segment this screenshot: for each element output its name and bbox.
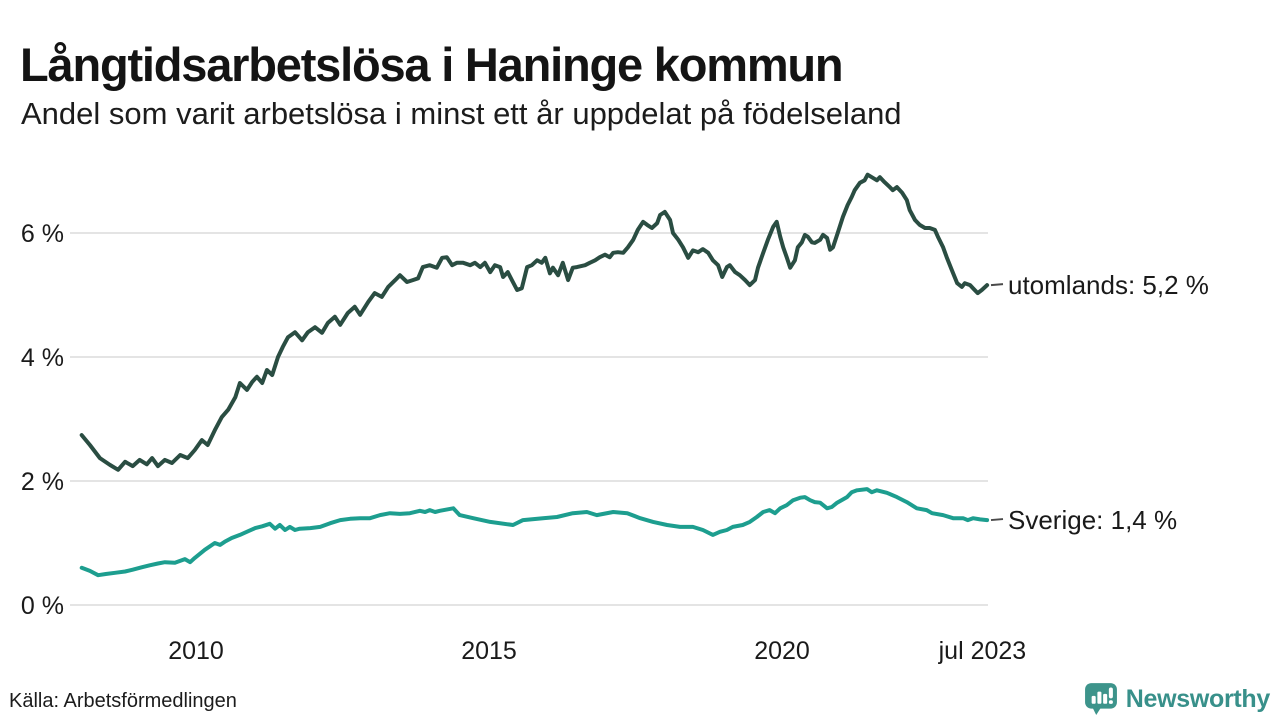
x-tick-label-2015: 2015 [461, 637, 517, 665]
y-tick-label-4: 4 % [21, 344, 64, 372]
y-tick-label-6: 6 % [21, 220, 64, 248]
series-end-label-sverige: Sverige: 1,4 % [1008, 505, 1177, 535]
page-title: Långtidsarbetslösa i Haninge kommun [20, 38, 844, 92]
leader-dash-sverige [990, 518, 1004, 522]
y-tick-label-2: 2 % [21, 468, 64, 496]
source-note: Källa: Arbetsförmedlingen [9, 690, 237, 712]
chart-subtitle: Andel som varit arbetslösa i minst ett å… [21, 96, 902, 131]
leader-dash-utomlands [990, 283, 1004, 287]
series-end-label-utomlands: utomlands: 5,2 % [1008, 270, 1209, 300]
x-tick-label-jul-2023: jul 2023 [938, 637, 1027, 665]
x-tick-label-2020: 2020 [754, 637, 810, 665]
newsworthy-bubble-chart-icon [1084, 683, 1117, 715]
series-line-sverige [79, 487, 990, 578]
y-tick-label-0: 0 % [21, 592, 64, 620]
newsworthy-wordmark: Newsworthy [1125, 684, 1271, 713]
newsworthy-logo: Newsworthy [1084, 682, 1270, 716]
x-tick-label-2010: 2010 [168, 637, 224, 665]
series-line-utomlands [79, 172, 990, 472]
